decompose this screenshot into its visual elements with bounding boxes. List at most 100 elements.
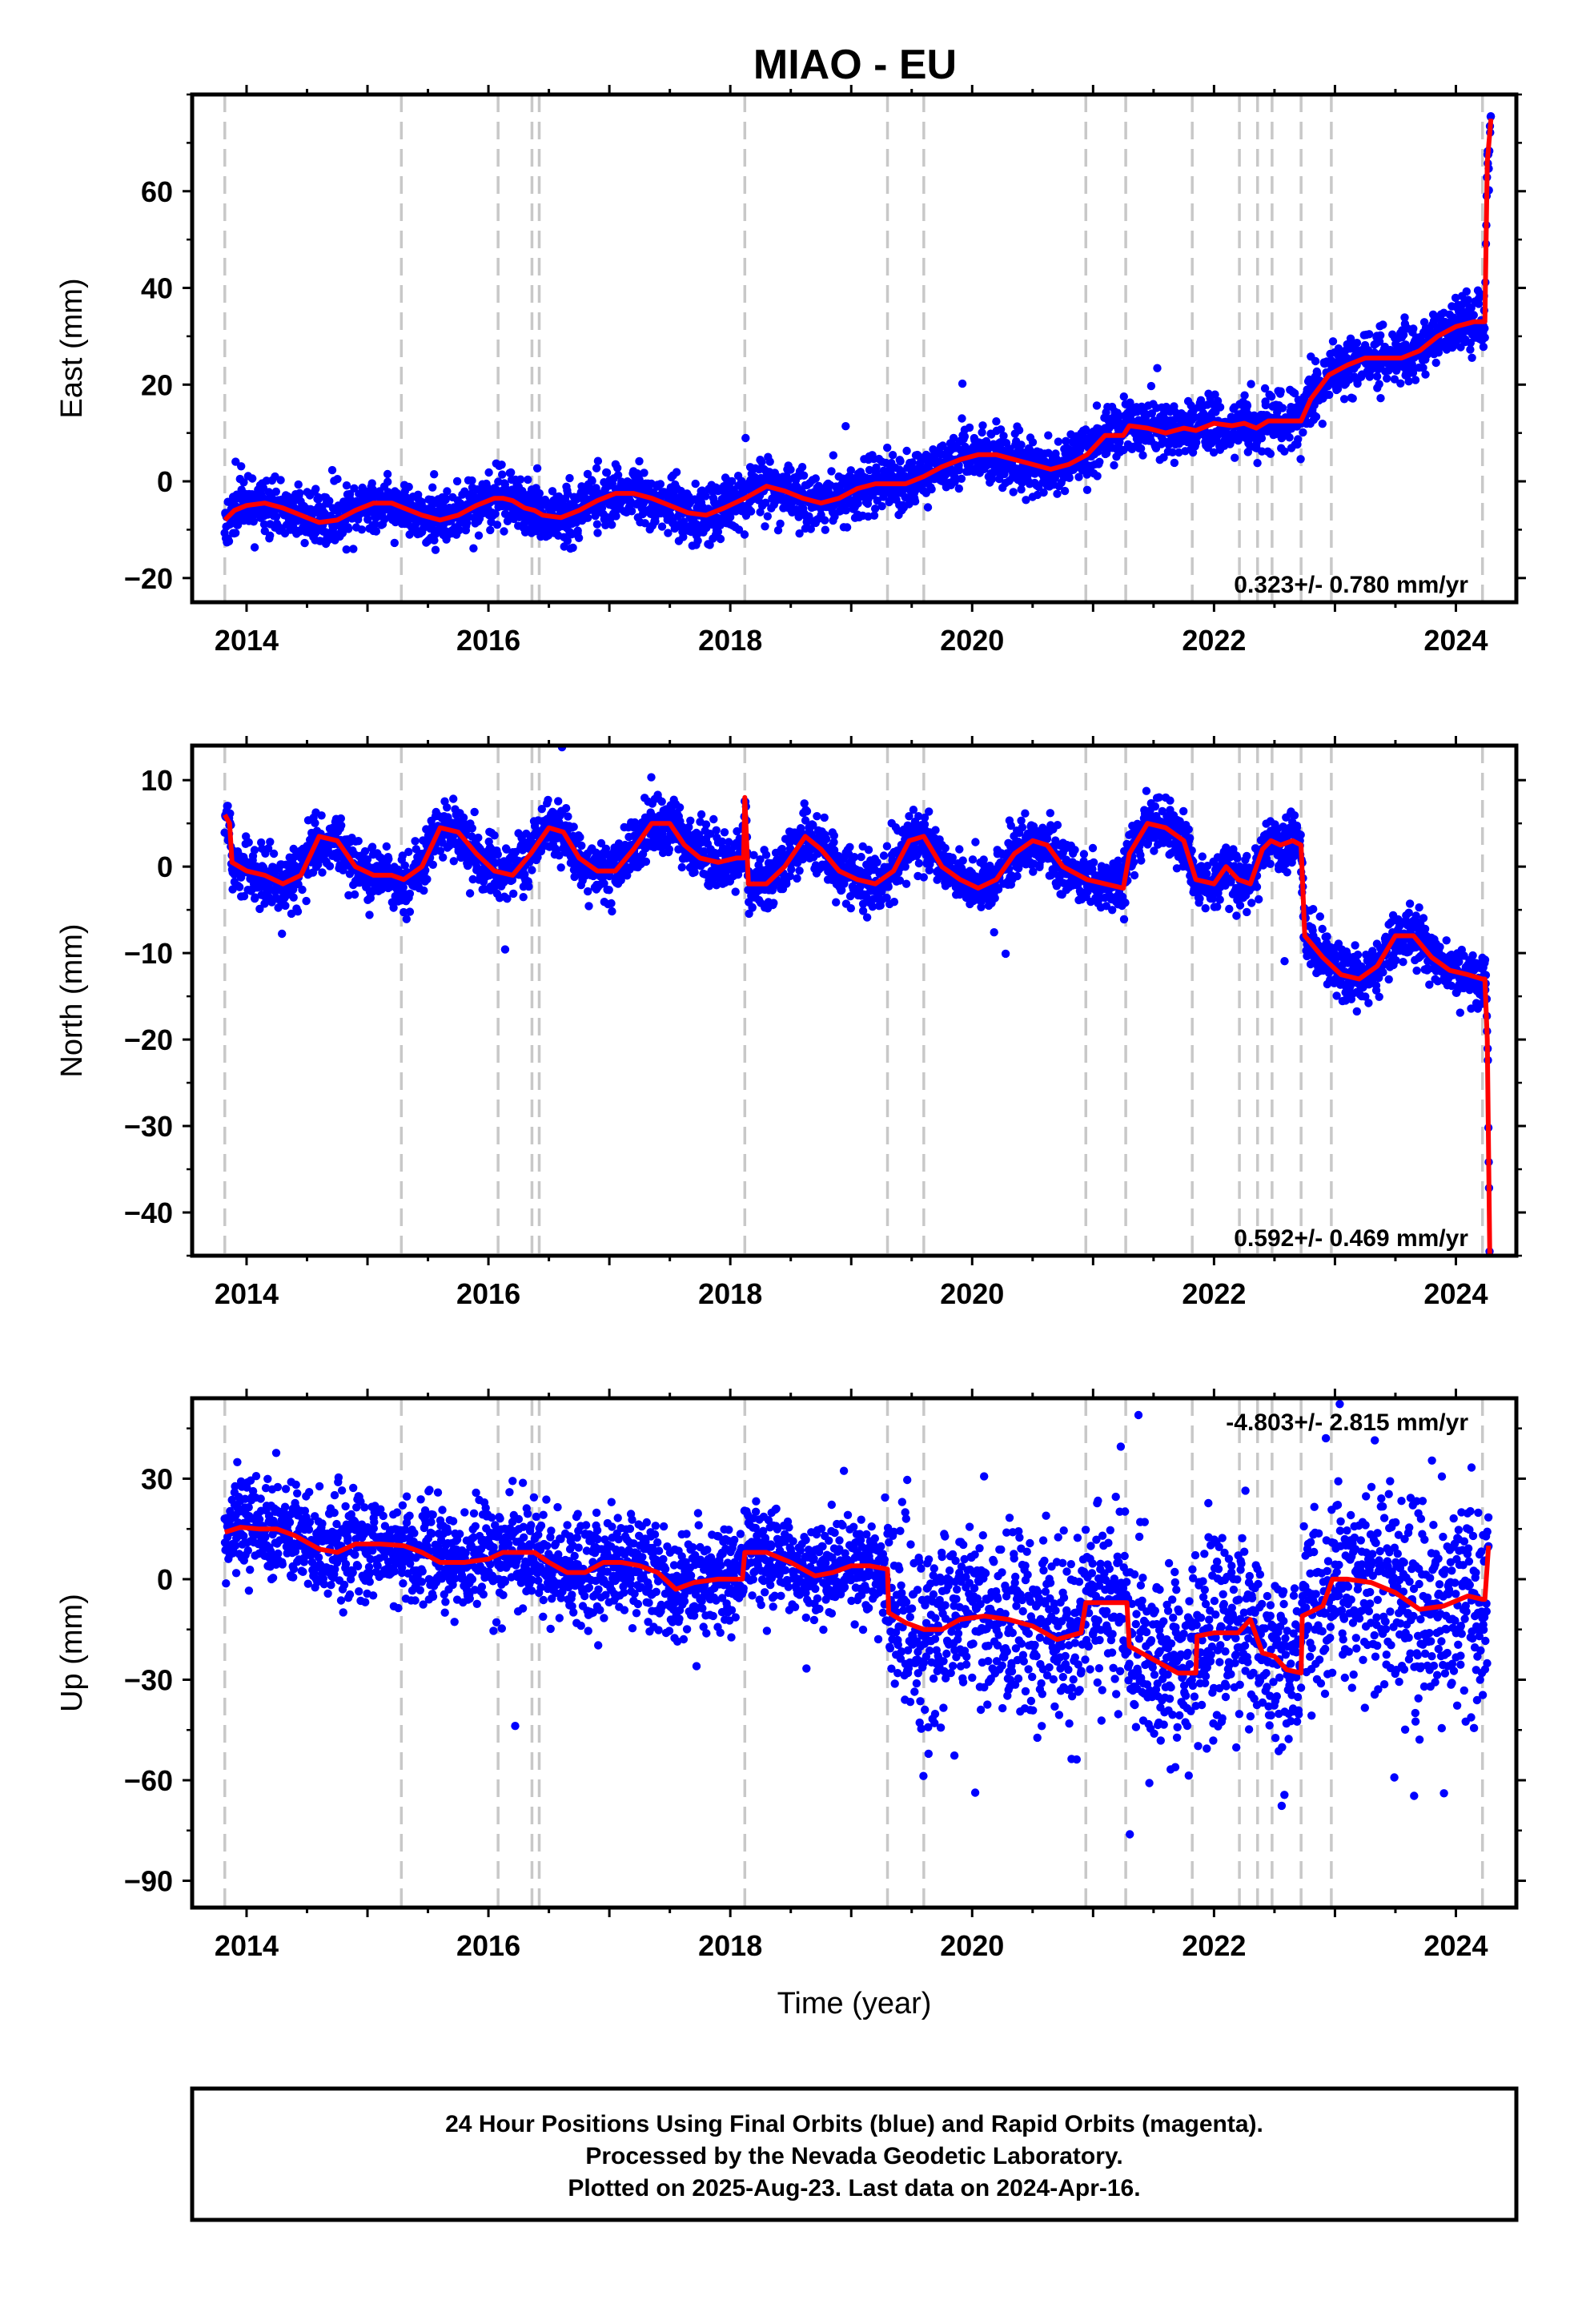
data-point — [996, 425, 1006, 434]
data-point — [441, 494, 450, 503]
data-point — [713, 513, 721, 522]
data-point — [701, 492, 710, 501]
data-point — [1348, 394, 1357, 403]
data-point — [484, 468, 493, 477]
data-point — [271, 513, 281, 521]
data-point — [726, 513, 735, 521]
data-point — [691, 479, 700, 489]
data-point — [224, 537, 234, 546]
data-point — [317, 811, 326, 820]
data-point — [1479, 342, 1488, 352]
data-point — [468, 824, 476, 833]
data-point — [877, 501, 886, 511]
data-point — [561, 804, 571, 813]
data-point — [1411, 376, 1420, 384]
data-point — [390, 538, 399, 548]
data-point — [1280, 447, 1289, 456]
data-point — [300, 538, 309, 548]
data-point — [664, 529, 673, 537]
data-point — [1376, 394, 1385, 403]
data-point — [1328, 337, 1338, 346]
data-point — [563, 537, 572, 545]
data-point — [1054, 437, 1063, 446]
chart-title: MIAO - EU — [753, 42, 957, 88]
data-point — [231, 457, 240, 466]
data-point — [846, 466, 856, 475]
data-point — [333, 475, 342, 484]
rate-label: 0.323+/- 0.780 mm/yr — [1234, 572, 1468, 598]
data-point — [342, 545, 351, 554]
data-point — [999, 432, 1008, 440]
data-point — [896, 456, 905, 466]
data-point — [565, 473, 574, 483]
data-point — [746, 507, 756, 516]
data-point — [1138, 451, 1147, 460]
data-point — [249, 517, 258, 526]
data-point — [256, 883, 266, 891]
data-point — [1409, 324, 1418, 333]
data-point — [657, 522, 667, 531]
data-point — [298, 885, 307, 895]
data-point — [430, 536, 439, 545]
data-point — [490, 831, 499, 840]
data-point — [992, 417, 1001, 426]
data-point — [318, 868, 327, 877]
data-point — [640, 519, 649, 528]
data-point — [978, 421, 987, 430]
data-point — [452, 476, 462, 486]
data-point — [574, 533, 584, 542]
data-point — [841, 422, 850, 431]
data-point — [1136, 444, 1146, 453]
data-point — [420, 522, 428, 531]
data-point — [641, 857, 651, 866]
data-point — [731, 887, 740, 896]
data-point — [1400, 313, 1409, 322]
data-point — [497, 460, 506, 469]
data-point — [524, 882, 533, 891]
plot-frame — [190, 92, 1519, 605]
data-point — [1480, 324, 1489, 333]
data-point — [486, 525, 495, 535]
data-point — [269, 849, 279, 858]
y-axis-label: East (mm) — [55, 278, 89, 418]
data-point — [720, 828, 729, 837]
data-point — [1311, 412, 1321, 421]
data-point — [1170, 458, 1179, 468]
data-point — [294, 480, 303, 489]
data-point — [357, 525, 367, 534]
data-point — [806, 525, 815, 533]
data-point — [1257, 434, 1267, 443]
data-point — [404, 847, 413, 857]
data-point — [1390, 375, 1399, 384]
data-point — [493, 850, 502, 859]
data-point — [1404, 377, 1413, 386]
data-point — [1474, 300, 1484, 308]
data-point — [260, 899, 269, 908]
data-point — [1379, 320, 1387, 329]
data-point — [821, 525, 830, 534]
data-point — [325, 497, 334, 505]
x-tick-label: 2014 — [215, 624, 279, 657]
data-point — [853, 499, 862, 508]
data-point — [325, 862, 335, 870]
data-point — [295, 489, 304, 497]
data-point — [580, 490, 588, 499]
data-point — [1060, 486, 1070, 496]
data-point — [672, 468, 681, 476]
data-point — [1365, 330, 1374, 339]
data-point — [693, 537, 702, 545]
data-point — [709, 814, 718, 824]
data-point — [635, 476, 644, 485]
data-point — [382, 842, 391, 851]
data-point — [958, 414, 966, 423]
data-point — [797, 463, 807, 472]
data-point — [870, 505, 880, 513]
data-point — [613, 464, 622, 472]
data-point — [1276, 387, 1285, 396]
data-point — [1365, 372, 1375, 381]
data-point — [1211, 390, 1219, 399]
data-point — [417, 497, 426, 506]
data-point — [402, 915, 411, 923]
data-point — [371, 527, 381, 536]
data-point — [1451, 293, 1460, 303]
